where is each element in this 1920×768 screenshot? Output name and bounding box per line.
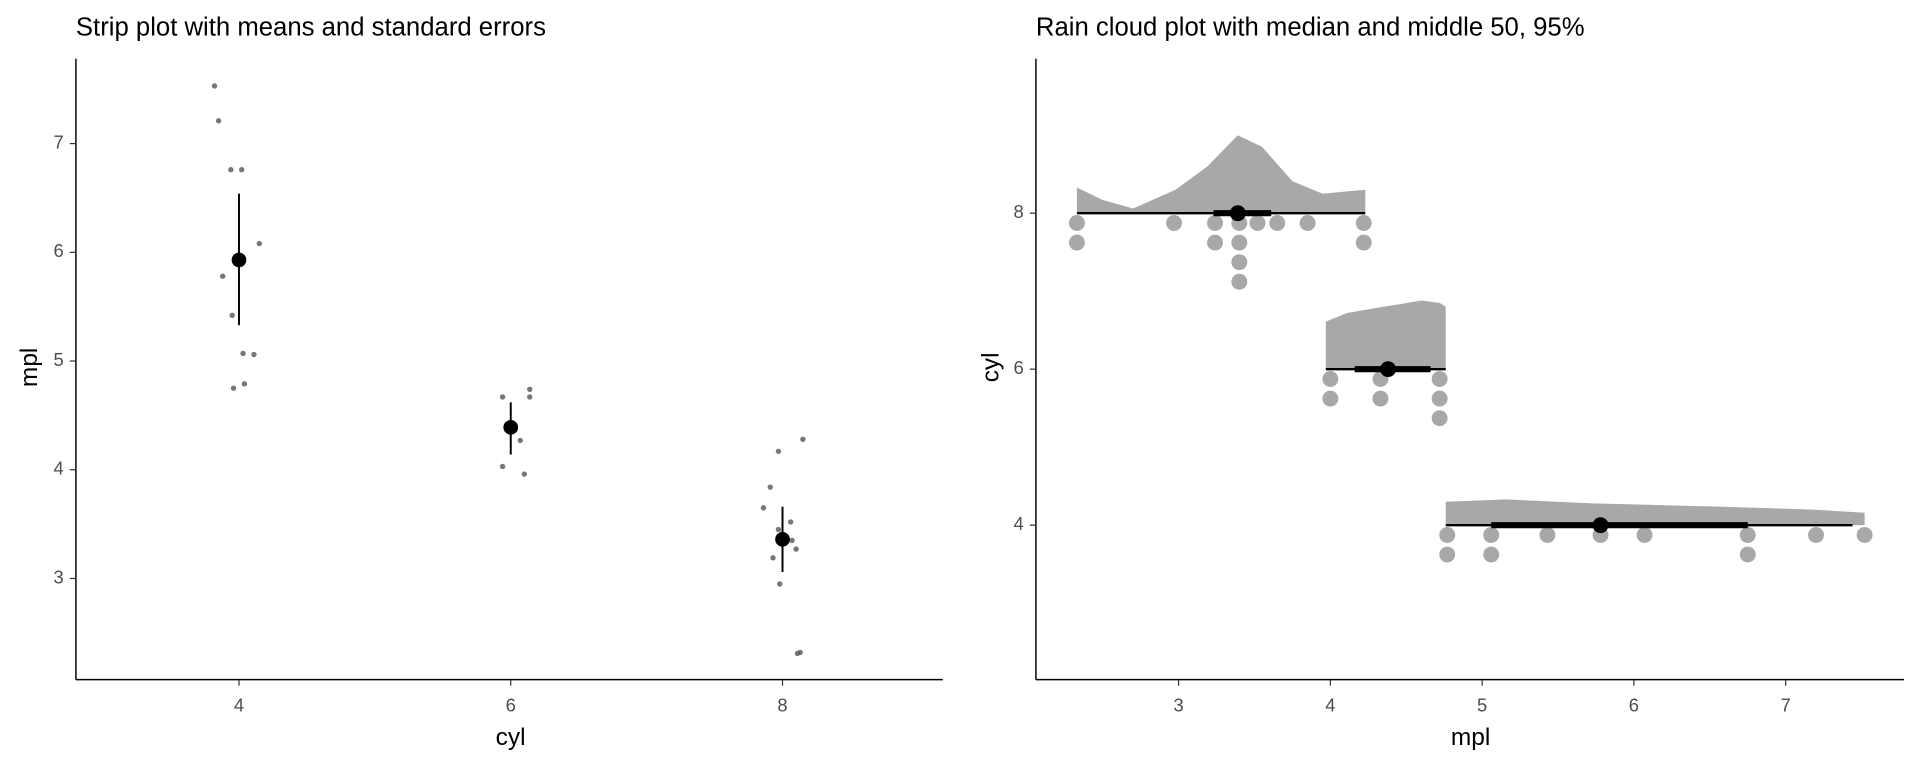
median-point xyxy=(1592,517,1609,534)
data-point xyxy=(499,463,506,470)
dot xyxy=(1231,234,1248,251)
mean-point xyxy=(775,531,790,547)
dot xyxy=(1269,215,1286,231)
data-point xyxy=(256,240,263,247)
x-tick-label: 4 xyxy=(1325,694,1335,715)
data-point xyxy=(230,385,237,391)
dot xyxy=(1068,215,1085,231)
x-tick-label: 6 xyxy=(1629,694,1639,715)
median-point xyxy=(1229,205,1246,222)
dot xyxy=(1483,546,1500,563)
data-point xyxy=(775,526,782,533)
dot xyxy=(1299,215,1316,231)
x-tick-label: 5 xyxy=(1477,694,1487,715)
x-tick-label: 7 xyxy=(1781,694,1791,715)
dot xyxy=(1439,546,1456,563)
chart-title: Rain cloud plot with median and middle 5… xyxy=(1036,14,1585,42)
data-point xyxy=(240,350,246,357)
x-axis-label: mpl xyxy=(1451,724,1490,751)
x-tick-label: 8 xyxy=(777,694,787,715)
data-point xyxy=(760,505,767,511)
data-point xyxy=(797,649,803,656)
dot xyxy=(1808,527,1825,543)
y-tick-label: 6 xyxy=(1013,357,1023,378)
data-point xyxy=(517,437,523,444)
y-tick-label: 7 xyxy=(53,131,63,152)
data-point xyxy=(527,394,533,400)
data-point xyxy=(228,166,234,173)
data-point xyxy=(767,484,773,490)
dot xyxy=(1739,527,1756,543)
dot xyxy=(1207,234,1223,251)
dot xyxy=(1207,215,1223,231)
dot xyxy=(1322,390,1339,407)
dot xyxy=(1166,215,1182,231)
y-axis-label: cyl xyxy=(977,352,1004,382)
y-axis-label: mpl xyxy=(16,348,43,387)
y-tick-label: 8 xyxy=(1013,201,1023,222)
y-tick-label: 3 xyxy=(53,566,63,587)
y-tick-label: 5 xyxy=(53,349,63,370)
data-point xyxy=(215,118,222,124)
dot xyxy=(1539,527,1556,543)
y-tick-label: 6 xyxy=(53,240,63,261)
x-tick-label: 4 xyxy=(234,694,244,715)
dot xyxy=(1431,390,1448,407)
data-point xyxy=(521,471,528,477)
dot xyxy=(1355,234,1372,251)
data-point xyxy=(787,519,794,525)
dot xyxy=(1231,273,1248,290)
dot xyxy=(1322,371,1339,387)
data-point xyxy=(499,394,506,400)
data-point xyxy=(251,351,257,358)
mean-point xyxy=(503,420,519,435)
x-tick-label: 3 xyxy=(1173,694,1183,715)
dot xyxy=(1739,546,1756,563)
data-point xyxy=(241,381,248,387)
dot xyxy=(1431,371,1448,387)
density-cloud xyxy=(1325,300,1446,370)
dot xyxy=(1483,527,1500,543)
dot xyxy=(1355,215,1372,231)
data-point xyxy=(211,83,218,89)
chart-title: Strip plot with means and standard error… xyxy=(76,14,546,42)
density-cloud xyxy=(1076,135,1366,214)
dot xyxy=(1372,390,1389,407)
dot xyxy=(1636,527,1653,543)
data-point xyxy=(775,448,782,454)
y-tick-label: 4 xyxy=(1013,513,1023,534)
dot xyxy=(1431,410,1448,427)
data-point xyxy=(800,436,806,443)
x-tick-label: 6 xyxy=(506,694,516,715)
dot xyxy=(1231,254,1248,271)
dot xyxy=(1856,527,1873,543)
density-cloud xyxy=(1445,499,1865,526)
data-point xyxy=(239,166,245,173)
x-axis-label: cyl xyxy=(496,724,526,751)
y-tick-label: 4 xyxy=(53,458,63,479)
median-point xyxy=(1380,361,1396,378)
dot xyxy=(1249,215,1266,231)
data-point xyxy=(793,546,799,552)
dot xyxy=(1068,234,1085,251)
data-point xyxy=(229,312,235,319)
data-point xyxy=(770,555,776,561)
data-point xyxy=(777,581,783,587)
data-point xyxy=(789,537,795,544)
data-point xyxy=(527,386,533,392)
mean-point xyxy=(231,252,247,268)
dot xyxy=(1439,527,1456,543)
data-point xyxy=(219,273,226,279)
